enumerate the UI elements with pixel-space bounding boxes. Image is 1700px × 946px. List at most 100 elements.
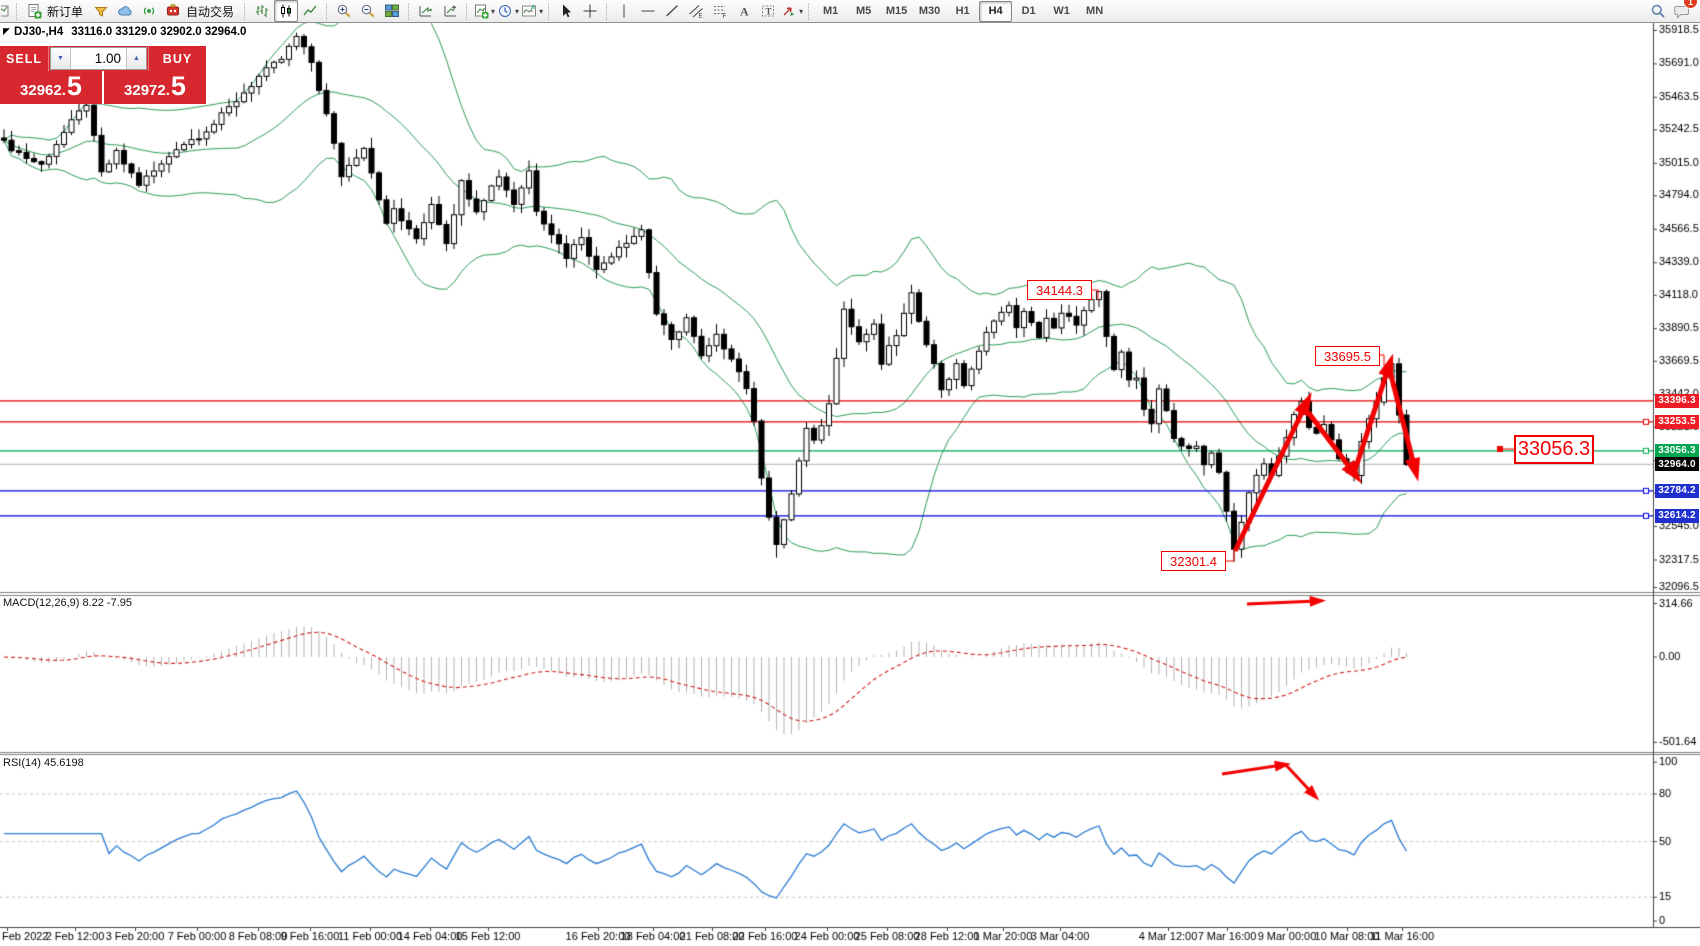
timeframe-m5[interactable]: M5 bbox=[855, 5, 872, 17]
timeframe-w1[interactable]: W1 bbox=[1053, 5, 1070, 17]
channel-icon: E bbox=[689, 5, 703, 20]
clock-icon bbox=[499, 5, 512, 17]
chevron-down-icon: ▾ bbox=[515, 6, 520, 16]
annotation-level-callout[interactable]: 33056.3 bbox=[1514, 435, 1594, 464]
indicators-button[interactable]: ▾ bbox=[520, 0, 544, 22]
signal-icon bbox=[143, 7, 155, 15]
signals-button[interactable] bbox=[137, 0, 161, 22]
sell-price-big-digit: 5 bbox=[66, 71, 82, 101]
auto-scroll-icon bbox=[419, 6, 432, 17]
zoom-out-icon bbox=[361, 4, 375, 18]
annotation-swing-high-2[interactable]: 33695.5 bbox=[1315, 346, 1380, 366]
crosshair-button[interactable] bbox=[578, 0, 602, 22]
arrow-object-icon bbox=[783, 7, 795, 16]
chart-corner-marker[interactable]: ◤ bbox=[3, 26, 10, 36]
timeframe-d1[interactable]: D1 bbox=[1021, 5, 1036, 17]
buy-price[interactable]: 32972. 5 bbox=[104, 71, 206, 104]
periods-button[interactable]: ▾ bbox=[496, 0, 520, 22]
svg-text:A: A bbox=[740, 5, 749, 19]
gold-cone-icon bbox=[94, 7, 108, 17]
trendline-icon bbox=[666, 5, 679, 17]
separator bbox=[548, 2, 550, 20]
timeframe-mn[interactable]: MN bbox=[1086, 5, 1104, 17]
tile-windows-icon bbox=[385, 4, 400, 17]
separator bbox=[326, 2, 328, 20]
crosshair-icon bbox=[583, 4, 597, 18]
new-chart-icon bbox=[475, 4, 489, 19]
chart-shift-icon bbox=[444, 5, 457, 17]
fibonacci-button[interactable]: F bbox=[708, 0, 732, 22]
equidistant-channel-button[interactable]: E bbox=[684, 0, 708, 22]
chevron-down-icon: ▾ bbox=[539, 6, 544, 16]
tile-windows-button[interactable] bbox=[380, 0, 404, 22]
timeframe-h1[interactable]: H1 bbox=[955, 5, 970, 17]
price-badge-33056.3[interactable]: 33056.3 bbox=[1655, 443, 1699, 458]
lot-stepper: ▼ 1.00 ▲ bbox=[50, 47, 147, 70]
vertical-line-button[interactable] bbox=[612, 0, 636, 22]
price-badge-33396.3[interactable]: 33396.3 bbox=[1655, 393, 1699, 408]
toolbar-right: 1 bbox=[1646, 0, 1698, 22]
separator bbox=[466, 2, 468, 20]
price-badge-32964.0[interactable]: 32964.0 bbox=[1655, 457, 1699, 472]
timeframe-m1[interactable]: M1 bbox=[822, 5, 839, 17]
vertical-line-icon bbox=[623, 4, 625, 18]
text-label-button[interactable]: T bbox=[756, 0, 780, 22]
text-label-icon: T bbox=[762, 5, 775, 17]
arrows-button[interactable]: ▾ bbox=[780, 0, 804, 22]
buy-price-main: 32972. bbox=[124, 82, 170, 99]
new-order-icon bbox=[28, 4, 42, 19]
autotrading-label[interactable]: 自动交易 bbox=[186, 4, 235, 19]
candlestick-chart-button[interactable] bbox=[274, 0, 299, 22]
horizontal-line-button[interactable] bbox=[636, 0, 660, 22]
chart-window-icon bbox=[1, 5, 8, 17]
price-badge-32614.2[interactable]: 32614.2 bbox=[1655, 508, 1699, 523]
annotation-swing-high-1[interactable]: 34144.3 bbox=[1027, 280, 1092, 300]
notifications-button[interactable]: 1 bbox=[1670, 0, 1698, 22]
autotrading-icon bbox=[167, 4, 180, 16]
lot-size-field[interactable]: 1.00 bbox=[94, 51, 121, 66]
svg-text:F: F bbox=[723, 14, 727, 19]
line-chart-button[interactable] bbox=[298, 0, 322, 22]
trendline-button[interactable] bbox=[660, 0, 684, 22]
notification-badge: 1 bbox=[1683, 0, 1698, 9]
sell-price-main: 32962. bbox=[20, 82, 66, 99]
timeframe-m30[interactable]: M30 bbox=[918, 5, 941, 17]
new-order-label[interactable]: 新订单 bbox=[47, 4, 84, 19]
zoom-in-button[interactable] bbox=[332, 0, 356, 22]
timeframe-m15[interactable]: M15 bbox=[885, 5, 908, 17]
lot-decrease-button[interactable]: ▼ bbox=[51, 48, 71, 69]
community-button[interactable] bbox=[113, 0, 137, 22]
line-chart-icon bbox=[303, 5, 317, 16]
lot-increase-button[interactable]: ▲ bbox=[126, 48, 146, 69]
search-icon bbox=[1651, 4, 1665, 18]
new-chart-button[interactable]: ▾ bbox=[472, 0, 496, 22]
price-badge-32784.2[interactable]: 32784.2 bbox=[1655, 483, 1699, 498]
chevron-down-icon: ▾ bbox=[491, 6, 496, 16]
sell-price[interactable]: 32962. 5 bbox=[0, 71, 104, 104]
auto-scroll-button[interactable] bbox=[414, 0, 438, 22]
horizontal-line-icon bbox=[641, 10, 655, 12]
timeframe-h4[interactable]: H4 bbox=[979, 0, 1013, 22]
symbol-period: DJ30-,H4 bbox=[14, 26, 64, 38]
buy-button[interactable]: BUY bbox=[148, 46, 206, 71]
autotrading-button[interactable] bbox=[161, 0, 185, 22]
chart-shift-button[interactable] bbox=[438, 0, 462, 22]
history-center-button[interactable] bbox=[89, 0, 113, 22]
cursor-button[interactable] bbox=[554, 0, 578, 22]
trade-panel-top: SELL ▼ 1.00 ▲ BUY bbox=[0, 46, 206, 71]
sell-button[interactable]: SELL bbox=[0, 46, 49, 71]
clipped-icon bbox=[0, 0, 12, 22]
search-button[interactable] bbox=[1646, 0, 1670, 22]
zoom-out-button[interactable] bbox=[356, 0, 380, 22]
zoom-in-icon bbox=[337, 4, 351, 18]
ohlc-values: 33116.0 33129.0 32902.0 32964.0 bbox=[71, 26, 247, 38]
separator bbox=[808, 2, 810, 20]
new-order-button[interactable] bbox=[22, 0, 46, 22]
text-button[interactable]: A bbox=[732, 0, 756, 22]
bar-chart-button[interactable] bbox=[250, 0, 274, 22]
annotation-swing-low-1[interactable]: 32301.4 bbox=[1161, 551, 1226, 571]
svg-text:E: E bbox=[699, 14, 703, 20]
price-badge-33253.5[interactable]: 33253.5 bbox=[1655, 414, 1699, 429]
